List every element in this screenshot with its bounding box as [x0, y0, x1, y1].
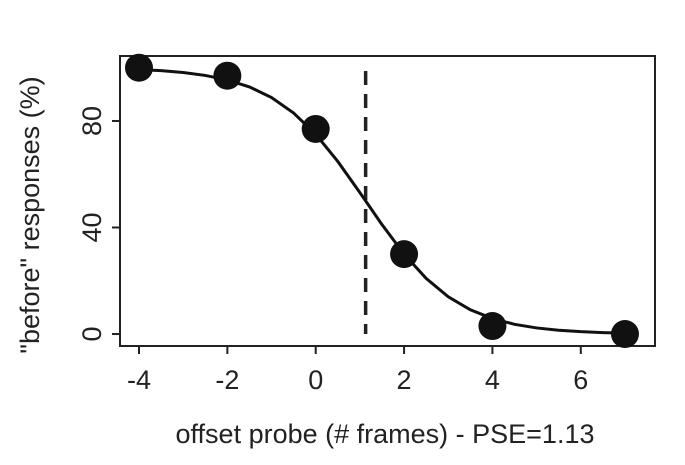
x-axis-label: offset probe (# frames) - PSE=1.13: [176, 419, 595, 449]
fit-curve: [138, 68, 625, 335]
x-tick-label: -2: [215, 365, 239, 395]
x-tick-label: 6: [573, 365, 588, 395]
data-point: [478, 312, 507, 341]
x-tick-label: -4: [127, 365, 151, 395]
x-tick-label: 4: [485, 365, 500, 395]
data-point: [301, 114, 330, 143]
data-point: [610, 320, 639, 349]
x-tick-label: 0: [308, 365, 323, 395]
y-axis-label: "before" responses (%): [15, 76, 45, 353]
y-tick-label: 0: [77, 327, 107, 342]
plot-frame: [119, 55, 656, 347]
y-tick-label: 80: [77, 106, 107, 136]
data-point: [213, 61, 242, 90]
data-point: [390, 240, 419, 269]
x-tick-label: 2: [397, 365, 412, 395]
y-tick-label: 40: [77, 212, 107, 242]
data-point: [124, 53, 153, 82]
